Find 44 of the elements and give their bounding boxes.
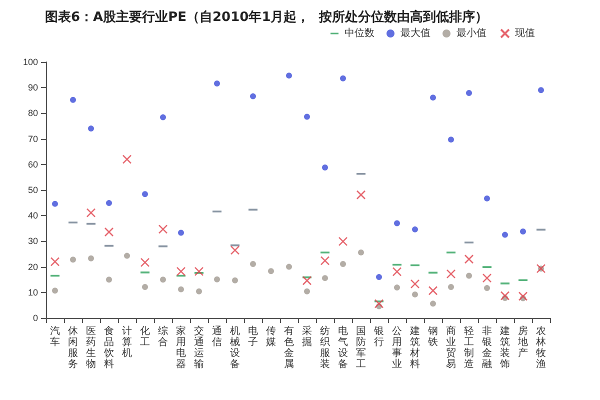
- legend-label: 最大值: [400, 27, 430, 39]
- x-tick-label: 银行: [373, 326, 384, 348]
- y-tick-label: 60: [28, 159, 38, 170]
- y-tick-label: 90: [28, 82, 38, 93]
- x-tick-label: 化工: [140, 325, 150, 348]
- x-tick-label: 电子: [248, 325, 258, 348]
- x-tick-label: 通信: [212, 325, 222, 348]
- y-tick-label: 80: [28, 108, 38, 118]
- x-tick-label: 传媒: [266, 326, 276, 348]
- x-tick-label: 房地产: [517, 325, 528, 359]
- x-tick-label: 国防军工: [356, 326, 366, 370]
- x-tick-label: 非银金融: [481, 325, 492, 370]
- x-tick-label: 机械设备: [230, 325, 240, 370]
- y-tick-label: 50: [28, 185, 38, 195]
- x-tick-label: 休闲服务: [68, 326, 78, 370]
- x-tick-label: 纺织服装: [320, 325, 330, 370]
- x-tick-label: 建筑材料: [409, 325, 420, 370]
- x-tick-label: 电气设备: [338, 325, 348, 370]
- x-tick-label: 综合: [158, 325, 168, 348]
- legend-label: 中位数: [344, 27, 374, 39]
- x-tick-label: 农林牧渔: [535, 326, 546, 370]
- x-tick-label: 计算机: [122, 325, 132, 359]
- y-tick-label: 30: [28, 236, 38, 246]
- x-tick-label: 建筑装饰: [499, 325, 510, 370]
- y-tick-label: 20: [28, 262, 38, 272]
- x-tick-label: 商业贸易: [446, 325, 456, 370]
- x-tick-label: 家用电器: [176, 325, 186, 370]
- x-tick-label: 交通运输: [194, 325, 204, 370]
- chart-title: 图表6：A股主要行业PE（自2010年1月起， 按所处分位数由高到低排序）: [45, 9, 488, 25]
- x-tick-label: 钢铁: [427, 326, 438, 348]
- legend-label: 最小值: [456, 27, 486, 39]
- x-tick-label: 采掘: [302, 325, 312, 348]
- y-tick-label: 40: [28, 210, 38, 221]
- y-tick-label: 70: [28, 134, 38, 144]
- y-tick-label: 10: [28, 287, 38, 298]
- x-tick-label: 医药生物: [86, 326, 96, 370]
- legend-label: 现值: [515, 28, 535, 39]
- x-tick-label: 汽车: [50, 325, 60, 348]
- x-tick-label: 有色金属: [284, 325, 294, 370]
- y-tick-label: 0: [32, 313, 38, 323]
- x-tick-label: 食品饮料: [103, 325, 114, 370]
- x-tick-label: 轻工制造: [464, 325, 474, 370]
- y-tick-label: 100: [22, 57, 38, 67]
- x-tick-label: 公用事业: [392, 325, 402, 370]
